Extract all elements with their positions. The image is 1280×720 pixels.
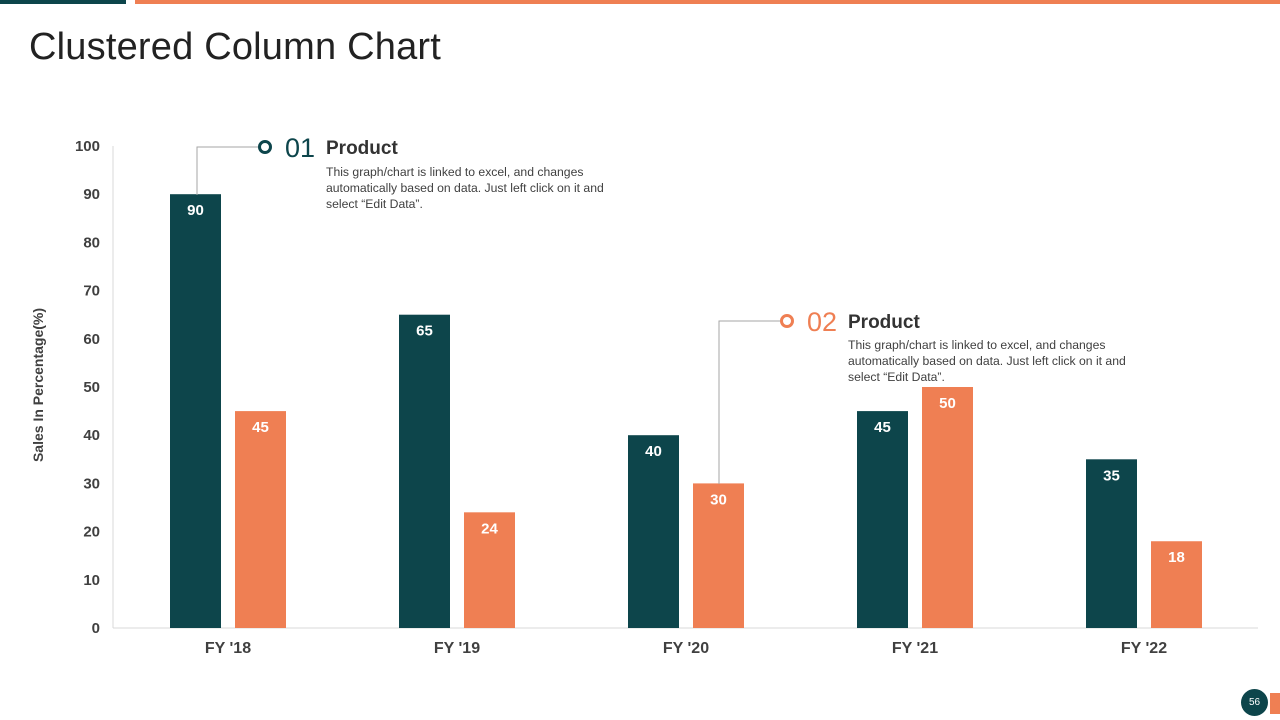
y-tick-label: 30: [83, 475, 100, 492]
y-tick-label: 10: [83, 572, 100, 589]
x-tick-label: FY '18: [205, 640, 251, 657]
x-tick-label: FY '19: [434, 640, 480, 657]
bar: [464, 512, 515, 628]
y-tick-label: 60: [83, 331, 100, 348]
data-label: 45: [252, 419, 269, 436]
callout-2-connector: [718, 320, 780, 484]
callout-2-number: 02: [807, 307, 838, 337]
callout-1-marker: [258, 140, 272, 154]
x-tick-label: FY '20: [663, 640, 709, 657]
y-tick-label: 90: [83, 186, 100, 203]
bar: [922, 387, 973, 628]
x-tick-label: FY '22: [1121, 640, 1167, 657]
top-accent-bar-dark: [0, 0, 126, 4]
y-tick-label: 80: [83, 234, 100, 251]
callout-1-connector: [196, 146, 258, 195]
data-label: 40: [645, 443, 662, 460]
data-label: 50: [939, 395, 956, 412]
page-corner-tab: [1270, 693, 1280, 714]
y-tick-label: 20: [83, 524, 100, 541]
page-number-badge: 56: [1241, 689, 1268, 716]
callout-2-description: This graph/chart is linked to excel, and…: [848, 338, 1126, 384]
data-label: 90: [187, 202, 204, 219]
data-label: 24: [481, 520, 498, 537]
callout-1-number: 01: [285, 133, 316, 163]
data-label: 65: [416, 323, 433, 340]
y-axis-label: Sales In Percentage(%): [30, 307, 46, 463]
data-label: 45: [874, 419, 891, 436]
bar: [1151, 541, 1202, 628]
y-tick-label: 70: [83, 283, 100, 300]
y-tick-label: 100: [75, 138, 100, 155]
bar: [235, 411, 286, 628]
bar: [857, 411, 908, 628]
callout-2-marker: [780, 314, 794, 328]
callout-1-title: Product: [326, 138, 398, 159]
bar: [693, 483, 744, 628]
page-title: Clustered Column Chart: [29, 26, 442, 68]
data-label: 18: [1168, 549, 1185, 566]
top-accent-bar-orange: [135, 0, 1280, 4]
y-tick-label: 50: [83, 379, 100, 396]
callout-2-title: Product: [848, 312, 920, 333]
callout-1-description: This graph/chart is linked to excel, and…: [326, 165, 604, 211]
data-label: 30: [710, 491, 727, 508]
bar: [1086, 459, 1137, 628]
bar: [170, 194, 221, 628]
y-tick-label: 0: [92, 620, 100, 637]
data-label: 35: [1103, 467, 1120, 484]
x-tick-label: FY '21: [892, 640, 938, 657]
bar: [399, 314, 450, 628]
bar: [628, 435, 679, 628]
y-tick-label: 40: [83, 427, 100, 444]
